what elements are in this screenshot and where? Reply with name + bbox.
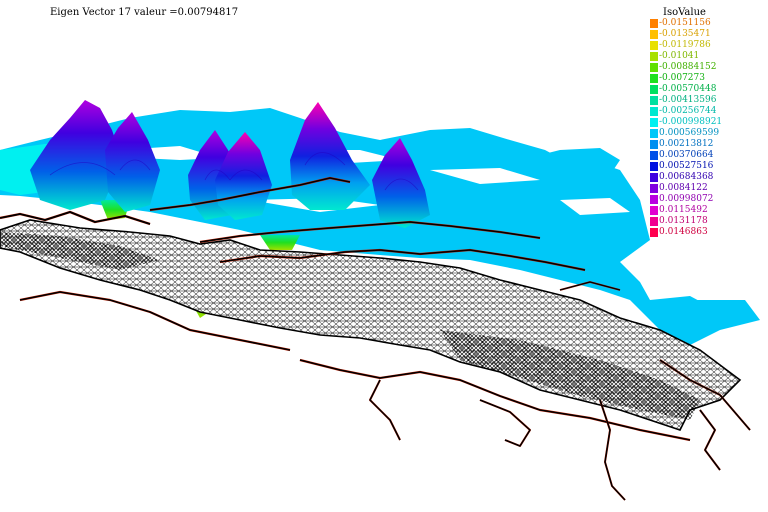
isovalue-legend: IsoValue -0.0151156 -0.0135471 -0.0119786-… [650,7,768,238]
legend-label: 0.00998072 [659,194,714,204]
legend-swatch [650,41,658,50]
legend-label: -0.00884152 [659,62,717,72]
legend-swatch [650,107,658,116]
legend-swatch [650,206,658,215]
legend-label: -0.0135471 [659,29,711,39]
legend-entry: 0.000569599 [650,128,768,139]
legend-label: -0.00413596 [659,95,717,105]
legend-entry: 0.0115492 [650,205,768,216]
legend-label: 0.0115492 [659,205,708,215]
legend-label: 0.000569599 [659,128,720,138]
legend-entry: 0.00370664 [650,150,768,161]
legend-swatch [650,184,658,193]
legend-label: 0.0146863 [659,227,708,237]
legend-entry: 0.00998072 [650,194,768,205]
legend-entry: 0.0131178 [650,216,768,227]
legend-swatch [650,19,658,28]
legend-swatch [650,118,658,127]
legend-label: -0.000998921 [659,117,723,127]
legend-swatch [650,151,658,160]
legend-swatch [650,52,658,61]
legend-entry: 0.00684368 [650,172,768,183]
legend-swatch [650,195,658,204]
legend-title: IsoValue [663,7,706,18]
legend-entry: -0.01041 [650,51,768,62]
legend-entry: -0.0135471 [650,29,768,40]
legend-entry: -0.007273 [650,73,768,84]
legend-entries: -0.0151156 -0.0135471 -0.0119786 -0.01041 -0… [650,18,768,238]
legend-entry: -0.00884152 [650,62,768,73]
legend-label: -0.0151156 [659,18,711,28]
legend-entry: -0.000998921 [650,117,768,128]
legend-entry: -0.00413596 [650,95,768,106]
legend-label: 0.00370664 [659,150,714,160]
legend-swatch [650,228,658,237]
legend-swatch [650,217,658,226]
legend-label: -0.00256744 [659,106,717,116]
legend-label: 0.00213812 [659,139,714,149]
legend-entry: -0.00256744 [650,106,768,117]
legend-swatch [650,74,658,83]
legend-entry: -0.0119786 [650,40,768,51]
finite-element-mesh [0,219,742,431]
legend-label: 0.00684368 [659,172,714,182]
legend-label: 0.0131178 [659,216,708,226]
legend-entry: 0.00527516 [650,161,768,172]
legend-swatch [650,30,658,39]
legend-label: 0.0084122 [659,183,708,193]
legend-label: -0.00570448 [659,84,717,94]
legend-swatch [650,173,658,182]
legend-swatch [650,96,658,105]
plot-title: Eigen Vector 17 valeur =0.00794817 [50,7,239,18]
legend-label: -0.007273 [659,73,705,83]
legend-entry: 0.0084122 [650,183,768,194]
legend-entry: 0.0146863 [650,227,768,238]
legend-label: 0.00527516 [659,161,714,171]
legend-label: -0.01041 [659,51,700,61]
legend-label: -0.0119786 [659,40,711,50]
legend-swatch [650,162,658,171]
legend-entry: -0.0151156 [650,18,768,29]
legend-swatch [650,85,658,94]
legend-swatch [650,63,658,72]
legend-swatch [650,140,658,149]
legend-swatch [650,129,658,138]
coastline-boundaries [0,176,751,501]
legend-entry: 0.00213812 [650,139,768,150]
peak-contours [49,152,419,191]
legend-entry: -0.00570448 [650,84,768,95]
